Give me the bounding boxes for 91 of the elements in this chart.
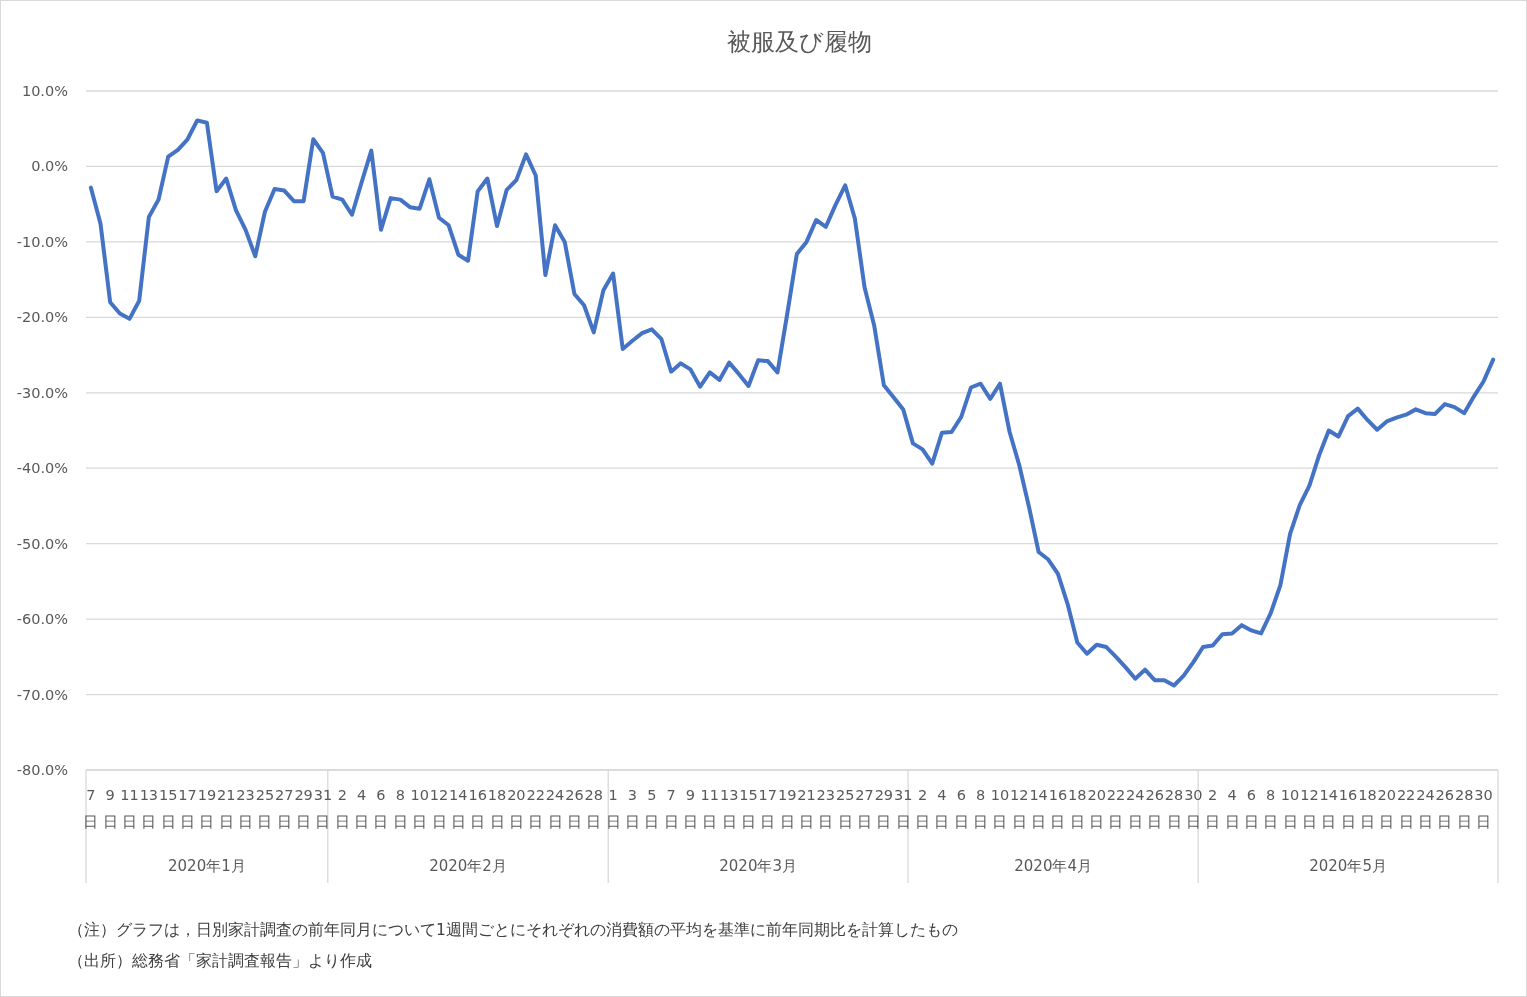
x-tick-label: 23日 <box>236 787 255 830</box>
x-tick-label: 23日 <box>816 787 836 830</box>
y-tick-label: -80.0% <box>16 762 68 778</box>
x-tick-label: 13日 <box>139 787 159 830</box>
x-tick-label: 9日 <box>102 787 118 830</box>
x-tick-label: 4日 <box>1224 787 1240 830</box>
x-tick-label: 21日 <box>797 787 816 830</box>
y-tick-label: -10.0% <box>16 233 68 250</box>
chart-title: 被服及び履物 <box>726 28 872 56</box>
x-tick-label: 17日 <box>758 787 778 830</box>
x-tick-label: 11日 <box>120 787 139 830</box>
text: 2020年2月 <box>429 857 507 875</box>
x-tick-label: 10日 <box>410 787 429 830</box>
x-tick-label: 18日 <box>1068 787 1087 830</box>
x-tick-label: 20日 <box>1377 787 1397 830</box>
x-tick-label: 26日 <box>1145 787 1164 830</box>
x-tick-label: 15日 <box>158 787 178 830</box>
text: 2020年1月 <box>168 857 246 875</box>
x-tick-label: 20日 <box>1087 787 1106 830</box>
x-tick-label: 31日 <box>893 787 913 830</box>
text: 2020年3月 <box>719 857 798 875</box>
x-tick-label: 16日 <box>468 787 487 830</box>
text: 2020年5月 <box>1309 857 1387 875</box>
x-tick-label: 24日 <box>545 787 565 830</box>
y-tick-label: 0.0% <box>31 158 68 175</box>
x-tick-label: 22日 <box>526 787 545 830</box>
x-tick-label: 10日 <box>990 787 1010 830</box>
y-tick-label: -40.0% <box>16 460 68 477</box>
x-tick-label: 16日 <box>1338 787 1358 830</box>
x-tick-label: 14日 <box>1319 787 1338 830</box>
x-tick-label: 7日 <box>663 787 679 830</box>
x-tick-label: 1日 <box>605 787 621 830</box>
x-tick-label: 6日 <box>1243 787 1259 830</box>
x-tick-label: 10日 <box>1280 787 1300 830</box>
text: 2020年4月 <box>1014 857 1092 875</box>
y-tick-label: -20.0% <box>16 309 68 326</box>
x-tick-label: 28日 <box>584 787 603 830</box>
y-tick-label: -60.0% <box>16 611 68 628</box>
x-tick-label: 12日 <box>1300 787 1319 830</box>
x-tick-label: 30日 <box>1184 787 1203 830</box>
x-tick-label: 14日 <box>449 787 468 830</box>
x-tick-label: 3日 <box>624 787 640 830</box>
x-tick-label: 8日 <box>973 787 989 830</box>
x-tick-label: 6日 <box>953 787 969 830</box>
x-tick-label: 4日 <box>934 787 950 830</box>
x-tick-label: 25日 <box>835 787 855 830</box>
x-tick-label: 22日 <box>1106 787 1126 830</box>
x-tick-label: 18日 <box>487 787 507 830</box>
x-tick-label: 29日 <box>874 787 894 830</box>
x-tick-label: 12日 <box>429 787 449 830</box>
x-tick-label: 24日 <box>1416 787 1435 830</box>
x-tick-label: 4日 <box>354 787 370 830</box>
y-tick-label: -70.0% <box>16 686 68 703</box>
text: （出所）総務省「家計調査報告」より作成 <box>68 952 372 970</box>
x-tick-label: 28日 <box>1454 787 1474 830</box>
x-tick-label: 7日 <box>83 787 99 830</box>
x-tick-label: 5日 <box>644 787 660 830</box>
x-tick-label: 22日 <box>1396 787 1416 830</box>
x-tick-label: 20日 <box>507 787 526 830</box>
x-tick-label: 21日 <box>217 787 236 830</box>
x-tick-label: 8日 <box>1263 787 1279 830</box>
x-tick-label: 8日 <box>392 787 408 830</box>
x-tick-label: 6日 <box>373 787 389 830</box>
x-tick-label: 26日 <box>565 787 584 830</box>
x-tick-label: 24日 <box>1126 787 1145 830</box>
x-tick-label: 15日 <box>739 787 758 830</box>
x-tick-label: 11日 <box>700 787 720 830</box>
x-tick-label: 18日 <box>1358 787 1377 830</box>
x-tick-label: 27日 <box>855 787 874 830</box>
y-tick-label: 10.0% <box>21 83 68 99</box>
x-tick-label: 12日 <box>1010 787 1029 830</box>
x-tick-label: 19日 <box>777 787 797 830</box>
x-tick-label: 9日 <box>682 787 698 830</box>
x-tick-label: 2日 <box>1205 787 1221 830</box>
x-tick-label: 14日 <box>1029 787 1048 830</box>
x-tick-label: 16日 <box>1048 787 1068 830</box>
text: （注）グラフは，日別家計調査の前年同月について1週間ごとにそれぞれの消費額の平均を基準に前年同期比を計算したもの <box>68 921 958 939</box>
y-tick-label: -30.0% <box>16 384 68 401</box>
x-tick-label: 2日 <box>334 787 350 830</box>
y-tick-label: -50.0% <box>16 535 68 552</box>
x-tick-label: 31日 <box>313 787 333 830</box>
x-tick-label: 2日 <box>915 787 931 830</box>
x-tick-label: 25日 <box>255 787 275 830</box>
x-tick-label: 26日 <box>1435 787 1455 830</box>
x-tick-label: 30日 <box>1474 787 1493 830</box>
x-tick-label: 17日 <box>178 787 197 830</box>
x-tick-label: 13日 <box>719 787 739 830</box>
x-tick-label: 19日 <box>197 787 217 830</box>
x-tick-label: 28日 <box>1164 787 1184 830</box>
x-tick-label: 29日 <box>294 787 313 830</box>
x-tick-label: 27日 <box>275 787 294 830</box>
